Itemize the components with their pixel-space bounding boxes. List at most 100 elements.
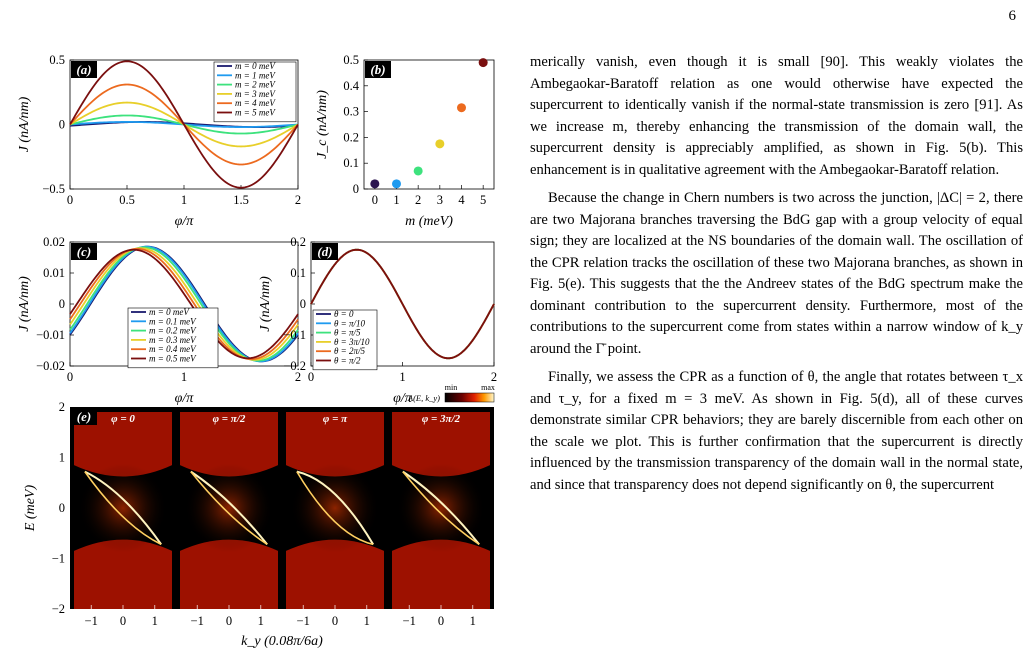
panel-d-legend: θ = 0θ = π/10θ = π/5θ = 3π/10θ = 2π/5θ =…: [312, 309, 378, 371]
panel-e-subpanel-title: φ = π: [323, 413, 348, 425]
panel-b-xtick-label: 5: [480, 193, 486, 207]
panel-c-ytick-label: 0.01: [43, 266, 65, 280]
panel-c-label: (c): [71, 243, 97, 260]
panel-d-xtick-label: 2: [491, 370, 497, 384]
panel-b-ytick-label: 0.1: [343, 156, 359, 170]
panel-a-xtick-label: 0: [67, 193, 73, 207]
panel-c-legend-entry: m = 0.5 meV: [149, 354, 197, 364]
panel-c-xlabel: φ/π: [175, 391, 195, 406]
panel-a-xtick-label: 1.5: [233, 193, 249, 207]
panel-e-xtick-label: 1: [470, 614, 476, 628]
panel-e-colorbar: min max A(E, k_y): [407, 383, 495, 403]
panel-c-series-3: [69, 247, 299, 361]
panel-c-legend-entry: m = 0.2 meV: [149, 326, 197, 336]
panel-b-point-4: [457, 103, 466, 113]
panel-e-xtick-label: −1: [403, 614, 416, 628]
svg-text:(d): (d): [317, 244, 332, 259]
svg-text:(a): (a): [76, 62, 91, 77]
panel-e-upper-band: [74, 412, 172, 477]
svg-text:(b): (b): [370, 62, 385, 77]
panel-d-xtick-label: 1: [399, 370, 405, 384]
panel-a-xlabel: φ/π: [175, 214, 195, 229]
panel-e-xtick-label: 1: [152, 614, 158, 628]
panel-e-subpanel-title: φ = 0: [111, 413, 135, 425]
panel-e-subpanel-title: φ = π/2: [213, 413, 246, 425]
panel-a-legend-entry: m = 5 meV: [235, 108, 276, 118]
panel-d-ytick-label: −0.1: [283, 328, 306, 342]
panel-b-point-5: [478, 58, 488, 68]
panel-b-ytick-label: 0: [353, 182, 359, 196]
panel-b-ytick-label: 0.4: [343, 79, 359, 93]
colorbar-gradient: [444, 392, 495, 403]
paragraph-1: merically vanish, even though it is smal…: [530, 54, 1023, 178]
panel-e-xtick-label: −1: [191, 614, 204, 628]
panel-a-series-5: [69, 60, 299, 189]
panel-a-label: (a): [71, 61, 97, 78]
panel-e-xtick-label: 0: [120, 614, 126, 628]
panel-e-branch-1: [402, 470, 480, 545]
panel-c-ytick-label: 0.02: [43, 235, 65, 249]
panel-b-xtick-label: 1: [393, 193, 399, 207]
panel-c-series-5: [69, 248, 299, 360]
panel-e-branch-1: [296, 470, 375, 545]
panel-e-upper-band: [392, 412, 490, 477]
panel-e-branch-2: [190, 471, 268, 546]
panel-e-branch-2: [84, 471, 162, 546]
panel-e-xtick-label: 1: [258, 614, 264, 628]
panel-e-xtick-label: 0: [332, 614, 338, 628]
panel-e-lower-band: [392, 539, 490, 609]
panel-b-ylabel: J_c (nA/nm): [315, 90, 330, 159]
panel-e-branch-2: [402, 471, 480, 546]
panel-e-glow: [184, 463, 274, 553]
panel-a-xtick-label: 0.5: [119, 193, 135, 207]
panel-e-glow: [396, 463, 486, 553]
panel-d-xtick-label: 0: [308, 370, 314, 384]
svg-text:(c): (c): [77, 244, 91, 259]
panel-d-legend-entry: θ = 2π/5: [334, 346, 366, 356]
panel-b-ytick-label: 0.2: [343, 130, 359, 144]
panel-e-ylabel: E (meV): [23, 485, 38, 533]
figure-5: 0 0.5 1 1.5 2 −0.5 0 0.5 φ/π J (nA/nm) (a) m = 0 me…: [0, 0, 510, 657]
panel-c-series-2: [69, 246, 299, 362]
panel-b-xtick-label: 3: [437, 193, 443, 207]
panel-e-branch-1: [84, 470, 162, 545]
panel-e-lower-band: [74, 539, 172, 609]
panel-d-ytick-label: 0: [300, 297, 306, 311]
panel-e-ytick-label: 0: [59, 501, 65, 515]
panel-b-xtick-label: 4: [458, 193, 465, 207]
panel-e-ytick-label: 1: [59, 451, 65, 465]
panel-e-subpanel-1: φ = π/2 −1 0 1: [180, 412, 278, 628]
panel-e-subpanel-3: φ = 3π/2 −1 0 1: [392, 412, 490, 628]
panel-d-legend-entry: θ = π/5: [334, 328, 361, 338]
panel-a-ytick-label: −0.5: [42, 182, 65, 196]
panel-c-xtick-label: 0: [67, 370, 73, 384]
panel-e-ytick-label: −1: [52, 552, 65, 566]
panel-d-legend-entry: θ = 3π/10: [334, 337, 370, 347]
panel-e-branch-2: [296, 471, 374, 546]
panel-b-point-2: [413, 166, 423, 176]
panel-b-ytick-label: 0.3: [343, 105, 359, 119]
panel-d-label: (d): [312, 243, 338, 260]
panel-a-ylabel: J (nA/nm): [17, 96, 32, 152]
panel-e-xtick-label: −1: [297, 614, 310, 628]
paragraph-3: Finally, we assess the CPR as a function…: [530, 369, 1023, 493]
colorbar-max-label: max: [481, 383, 495, 392]
panel-a-ytick-label: 0.5: [49, 53, 65, 67]
panel-e-xtick-label: −1: [85, 614, 98, 628]
panel-b-point-3: [435, 139, 445, 149]
panel-d-legend-entry: θ = π/10: [334, 318, 366, 328]
colorbar-label: A(E, k_y): [407, 393, 440, 403]
panel-c-xtick-label: 1: [181, 370, 187, 384]
panel-d-xlabel: φ/π: [393, 391, 413, 406]
panel-c-ytick-label: −0.01: [36, 328, 65, 342]
panel-a-xtick-label: 1: [181, 193, 187, 207]
panel-b-ytick-label: 0.5: [343, 53, 359, 67]
panel-c-ytick-label: −0.02: [36, 359, 65, 373]
panel-a-ytick-label: 0: [59, 118, 65, 132]
panel-b-point-0: [370, 179, 380, 189]
panel-c-legend-entry: m = 0.4 meV: [149, 344, 197, 354]
panel-d-ytick-label: 0.1: [290, 266, 306, 280]
panel-a-xtick-label: 2: [295, 193, 301, 207]
panel-e-xtick-label: 0: [438, 614, 444, 628]
figure-canvas: 0 0.5 1 1.5 2−0.500.5φ/πJ (nA/nm)(a) m = 0 me…: [17, 53, 497, 649]
